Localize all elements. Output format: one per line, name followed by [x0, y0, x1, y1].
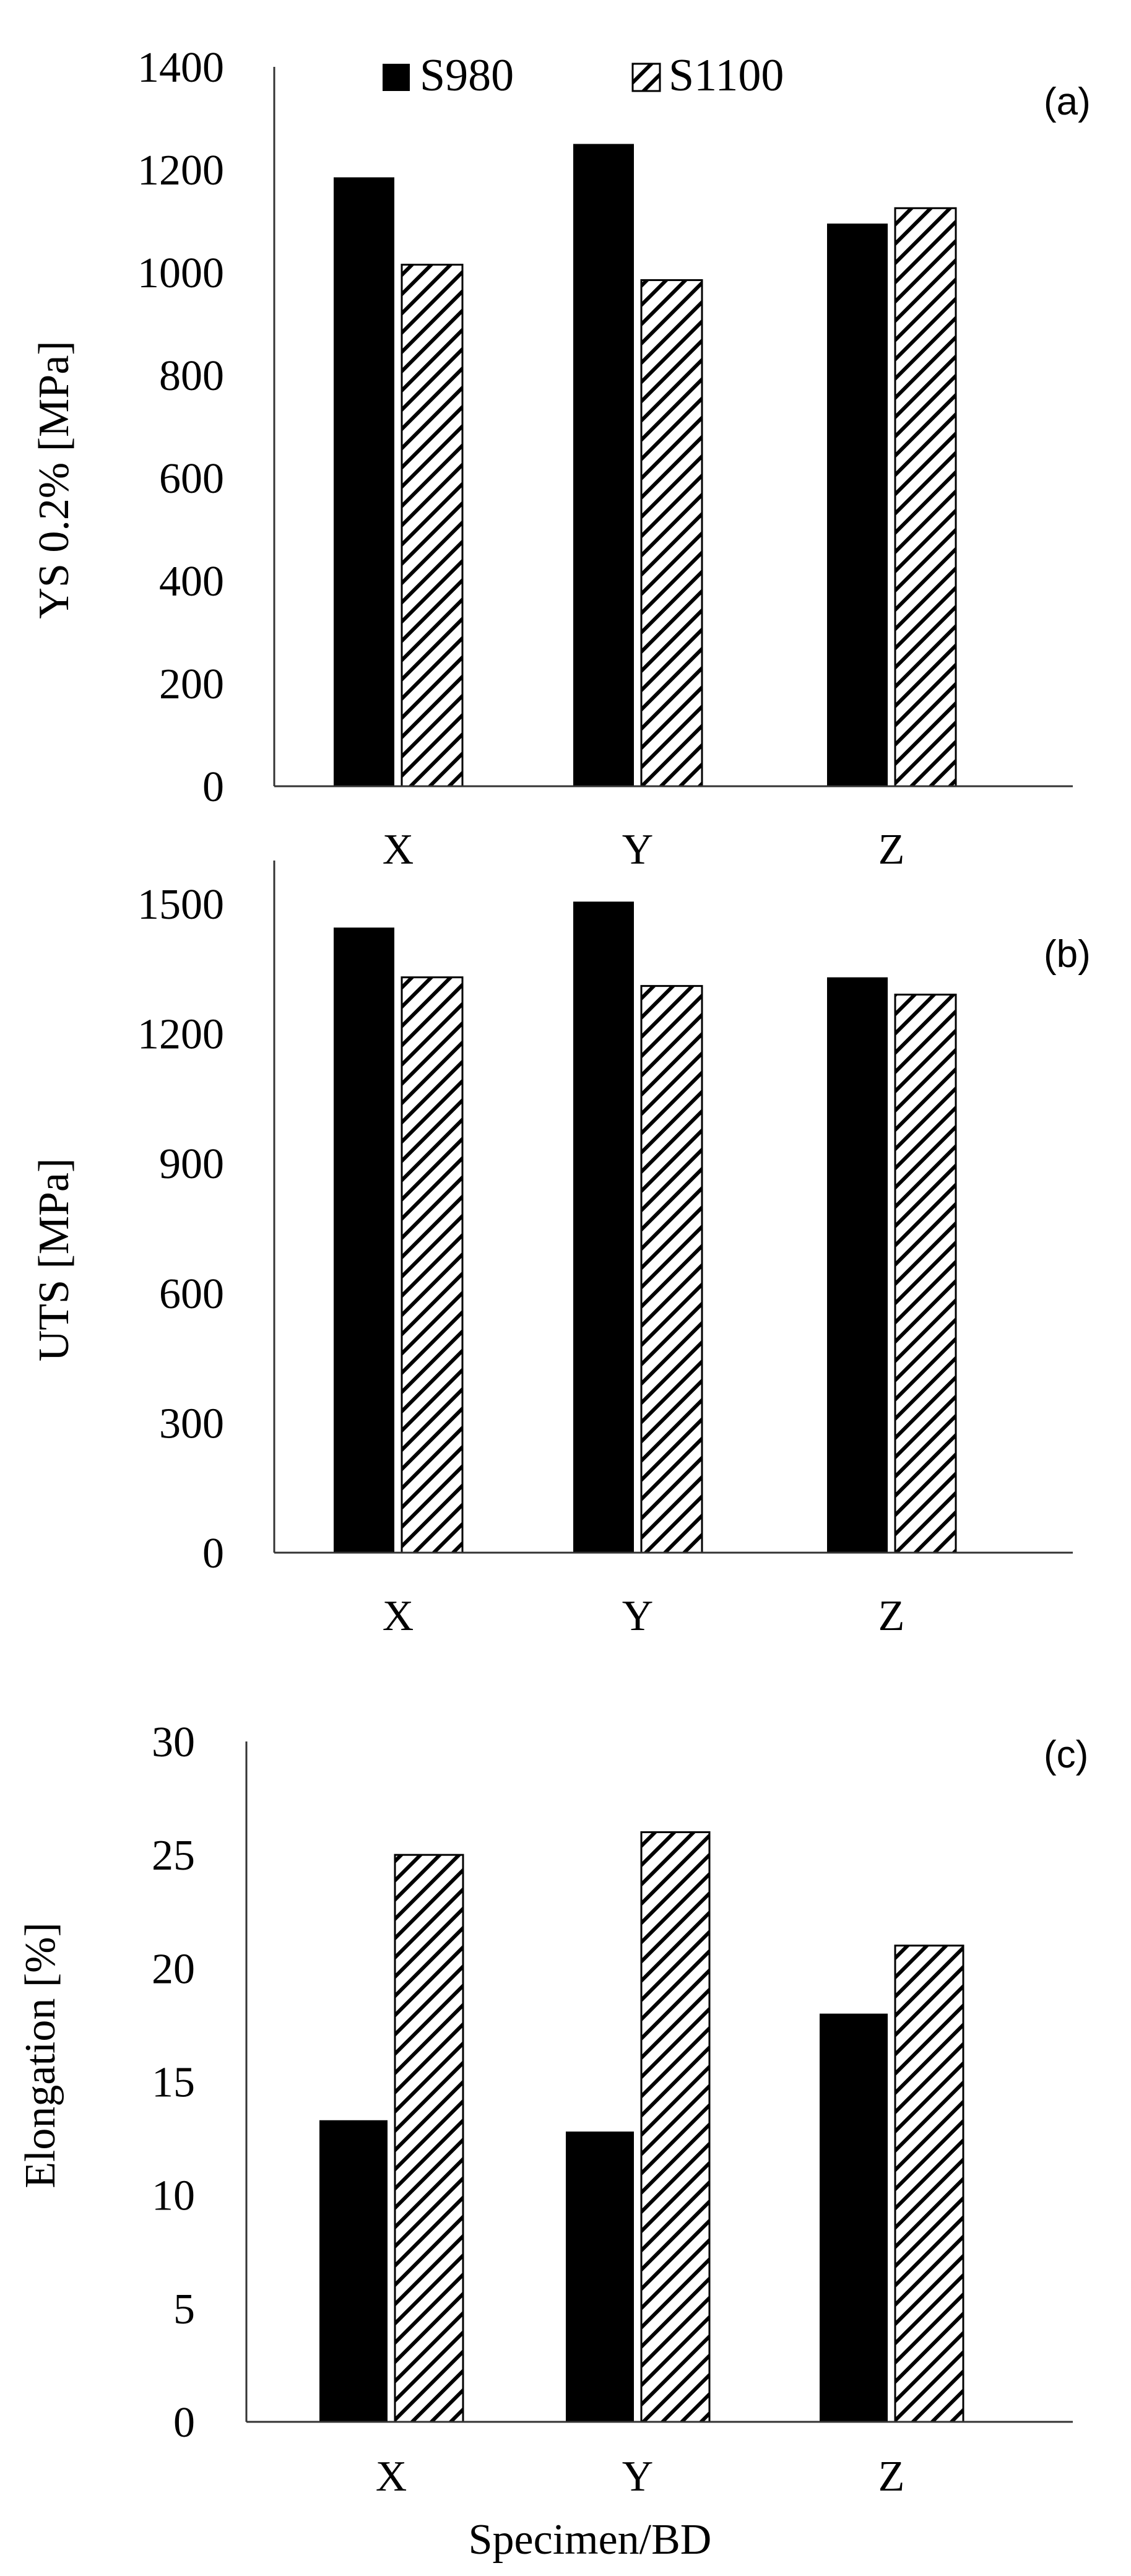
panel-c-x-ticks: X Y Z [376, 2453, 905, 2500]
panel-a-y-tick-label: 1200 [137, 147, 224, 194]
panel-b-x-tick-label: Y [622, 1592, 654, 1640]
panel-b-bar-s1100 [640, 985, 703, 1554]
panel-c-y-tick-label: 20 [152, 1945, 195, 1993]
legend-swatch-s1100 [631, 63, 661, 92]
panel-a-bar-s980 [334, 177, 394, 786]
panel-a-y-tick-label: 1400 [137, 44, 224, 92]
panel-a-x-tick-label: Y [622, 826, 654, 874]
panel-a-bar-s1100 [401, 264, 464, 787]
panel-b-y-tick-label: 600 [159, 1270, 224, 1318]
panel-a-bar-s980 [827, 223, 888, 786]
panel-c-bars [319, 1831, 964, 2423]
panel-b-bars [334, 901, 957, 1554]
panel-b-y-tick-label: 0 [202, 1530, 224, 1577]
panel-a-x-tick-label: X [383, 826, 414, 874]
legend-label-s980: S980 [420, 50, 514, 101]
panel-b-bar-s1100 [401, 976, 464, 1554]
panel-a-bar-s1100 [640, 279, 703, 787]
panel-c-y-tick-label: 0 [173, 2399, 195, 2447]
panel-c-y-tick-label: 5 [173, 2286, 195, 2333]
x-axis-title: Specimen/BD [469, 2516, 712, 2564]
panel-a-y-tick-label: 800 [159, 352, 224, 400]
panel-b-bar-s980 [573, 901, 634, 1553]
panel-a-y-ticks: 0 200 400 600 800 1000 1200 1400 [137, 44, 224, 811]
panel-c-y-tick-label: 10 [152, 2172, 195, 2220]
panel-c-bar-s1100 [894, 1945, 964, 2423]
legend-swatch-s980 [383, 64, 410, 91]
panel-a-y-tick-label: 1000 [137, 249, 224, 297]
panel-b-y-tick-label: 300 [159, 1400, 224, 1447]
panel-b-bar-s980 [827, 977, 888, 1553]
panel-c-y-tick-label: 30 [152, 1719, 195, 1766]
panel-a-y-axis-label: YS 0.2% [MPa] [30, 340, 78, 618]
panel-c-label: (c) [1044, 1733, 1088, 1776]
panel-a-label: (a) [1044, 80, 1091, 123]
panel-b-x-tick-label: Z [878, 1592, 905, 1640]
panel-c-x-tick-label: Y [622, 2453, 654, 2500]
panel-a-bar-s980 [573, 144, 634, 786]
panel-b-label: (b) [1044, 933, 1091, 976]
panel-a-y-tick-label: 600 [159, 455, 224, 503]
panel-b-y-tick-label: 1200 [137, 1011, 224, 1059]
panel-b-x-tick-label: X [383, 1592, 414, 1640]
panel-a-y-tick-label: 0 [202, 763, 224, 811]
chart-panel-c: (c) Elongation [%] 0 5 10 15 20 25 30 X Y Z [17, 1719, 1088, 2500]
panel-b-bar-s1100 [894, 994, 957, 1554]
panel-a-bars [334, 144, 957, 787]
panel-c-y-tick-label: 25 [152, 1832, 195, 1880]
panel-c-bar-s1100 [394, 1854, 464, 2423]
panel-a-y-tick-label: 200 [159, 661, 224, 708]
panel-a-y-tick-label: 400 [159, 558, 224, 605]
panel-b-y-axis-label: UTS [MPa] [30, 1158, 78, 1362]
chart-panel-a: (a) YS 0.2% [MPa] 0 200 400 600 800 1000 1200 1… [30, 44, 1091, 874]
panel-a-x-tick-label: Z [878, 826, 905, 874]
chart-panel-b: (b) UTS [MPa] 0 300 600 900 1200 1500 X Y Z [30, 861, 1091, 1640]
panel-c-bar-s980 [319, 2120, 388, 2422]
panel-c-y-tick-label: 15 [152, 2059, 195, 2107]
panel-c-x-tick-label: Z [878, 2453, 905, 2500]
panel-b-bar-s980 [334, 927, 394, 1553]
panel-c-x-tick-label: X [376, 2453, 407, 2500]
panel-c-bar-s980 [820, 2013, 888, 2422]
panel-c-y-ticks: 0 5 10 15 20 25 30 [152, 1719, 195, 2447]
panel-b-y-tick-label: 900 [159, 1140, 224, 1188]
panel-a-bar-s1100 [894, 207, 957, 787]
panel-b-y-tick-label: 1500 [137, 881, 224, 929]
panel-b-y-ticks: 0 300 600 900 1200 1500 [137, 881, 224, 1577]
panel-b-x-ticks: X Y Z [383, 1592, 905, 1640]
panel-a-x-ticks: X Y Z [383, 826, 905, 874]
legend: S980 S1100 [383, 50, 784, 101]
legend-label-s1100: S1100 [669, 50, 784, 101]
panel-c-bar-s980 [566, 2131, 634, 2422]
panel-c-bar-s1100 [640, 1831, 711, 2423]
panel-c-y-axis-label: Elongation [%] [17, 1922, 64, 2188]
